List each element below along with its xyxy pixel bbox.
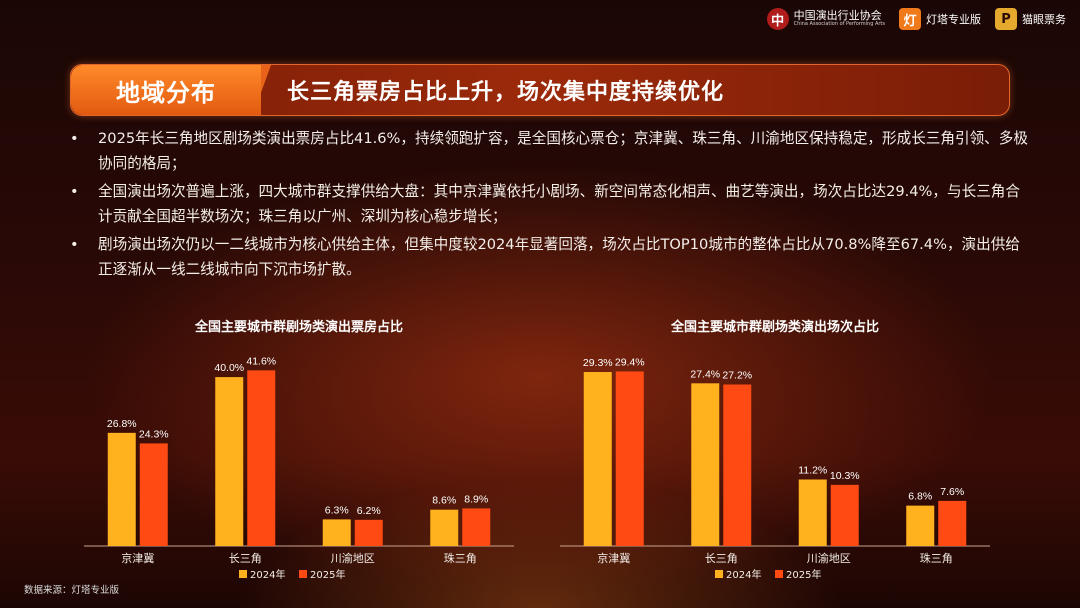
chart-title: 全国主要城市群剧场类演出票房占比 xyxy=(194,320,403,335)
bar-2025 xyxy=(139,443,168,546)
data-label: 26.8% xyxy=(107,418,137,430)
maoyan-name: 猫眼票务 xyxy=(1022,13,1066,26)
maoyan-logo: P 猫眼票务 xyxy=(995,8,1066,30)
category-label: 珠三角 xyxy=(444,551,477,565)
bar-2025 xyxy=(723,384,752,546)
data-label: 6.8% xyxy=(908,491,932,503)
logo-strip: 中 中国演出行业协会 China Association of Performi… xyxy=(766,8,1066,30)
bar-2024 xyxy=(798,479,827,546)
legend-swatch xyxy=(239,570,247,578)
show-count-chart-svg: 29.3% 29.4% 京津冀 27.4% 27.2% 长三角 11.2% 10.3% 川渝地区… xyxy=(560,356,990,581)
data-label: 40.0% xyxy=(214,362,244,374)
association-name: 中国演出行业协会 xyxy=(793,9,882,23)
dengta-logo: 灯 灯塔专业版 xyxy=(899,8,981,30)
legend-label: 2024年 xyxy=(250,568,285,581)
data-source: 数据来源：灯塔专业版 xyxy=(24,585,120,596)
data-label: 24.3% xyxy=(139,428,169,440)
category-label: 长三角 xyxy=(229,552,262,565)
maoyan-logo-icon: P xyxy=(995,8,1017,30)
category-label: 京津冀 xyxy=(121,551,154,565)
legend-swatch xyxy=(715,570,723,578)
section-tag: 地域分布 xyxy=(71,65,261,115)
data-label: 29.4% xyxy=(615,356,645,368)
bar-2024 xyxy=(322,519,351,546)
data-label: 8.9% xyxy=(464,493,488,505)
data-label: 27.4% xyxy=(690,368,720,380)
association-subname: China Association of Performing Arts xyxy=(793,21,885,28)
bar-2025 xyxy=(830,484,859,546)
bar-2025 xyxy=(462,508,491,546)
data-label: 6.3% xyxy=(325,504,349,516)
bar-2025 xyxy=(247,370,276,546)
category-label: 珠三角 xyxy=(920,551,953,565)
category-label: 京津冀 xyxy=(597,551,630,565)
data-label: 8.6% xyxy=(432,495,456,507)
bar-2024 xyxy=(691,383,720,546)
data-label: 6.2% xyxy=(357,505,381,517)
bullet-item: 剧场演出场次仍以一二线城市为核心供给主体，但集中度较2024年显著回落，场次占比… xyxy=(70,232,1030,282)
data-label: 7.6% xyxy=(940,486,964,498)
association-logo-icon: 中 xyxy=(766,8,789,30)
legend-label: 2024年 xyxy=(726,568,761,581)
bullet-item: 全国演出场次普遍上涨，四大城市群支撑供给大盘：其中京津冀依托小剧场、新空间常态化… xyxy=(70,179,1030,229)
category-label: 长三角 xyxy=(705,552,738,565)
bar-2024 xyxy=(215,377,244,546)
legend-swatch xyxy=(775,570,783,578)
data-label: 10.3% xyxy=(830,470,860,482)
bar-2025 xyxy=(615,371,644,546)
category-label: 川渝地区 xyxy=(807,551,851,565)
bar-2024 xyxy=(107,432,136,546)
dengta-name: 灯塔专业版 xyxy=(926,13,981,26)
legend-label: 2025年 xyxy=(786,568,821,581)
bullet-list: 2025年长三角地区剧场类演出票房占比41.6%，持续领跑扩容，是全国核心票仓；… xyxy=(70,126,1030,285)
dengta-logo-icon: 灯 xyxy=(899,8,921,30)
bar-2024 xyxy=(430,509,459,546)
data-label: 29.3% xyxy=(583,357,613,369)
data-label: 27.2% xyxy=(722,370,752,382)
bar-2025 xyxy=(938,500,967,546)
association-logo: 中 中国演出行业协会 China Association of Performi… xyxy=(766,8,885,30)
bar-2025 xyxy=(354,519,383,546)
legend-swatch xyxy=(299,570,307,578)
bar-2024 xyxy=(906,505,935,546)
section-banner: 地域分布 长三角票房占比上升，场次集中度持续优化 xyxy=(70,64,1010,116)
chart-title: 全国主要城市群剧场类演出场次占比 xyxy=(670,320,879,335)
category-label: 川渝地区 xyxy=(331,551,375,565)
page-title: 长三角票房占比上升，场次集中度持续优化 xyxy=(287,80,725,105)
box-office-share-chart: 全国主要城市群剧场类演出票房占比 26.8% 24.3% 京津冀 40.0% 41.6%… xyxy=(84,316,514,586)
box-office-chart-svg: 26.8%24.3% 京津冀 40.0%41.6% 长三角 6.3% 6.2% 川渝地区 8.… xyxy=(84,355,514,581)
data-label: 41.6% xyxy=(246,355,276,367)
data-label: 11.2% xyxy=(798,465,827,477)
bar-2024 xyxy=(583,372,612,546)
bullet-item: 2025年长三角地区剧场类演出票房占比41.6%，持续领跑扩容，是全国核心票仓；… xyxy=(70,126,1030,176)
show-count-share-chart: 全国主要城市群剧场类演出场次占比 29.3% 29.4% 京津冀 27.4% 27.2%… xyxy=(560,316,990,586)
legend-label: 2025年 xyxy=(310,568,345,581)
